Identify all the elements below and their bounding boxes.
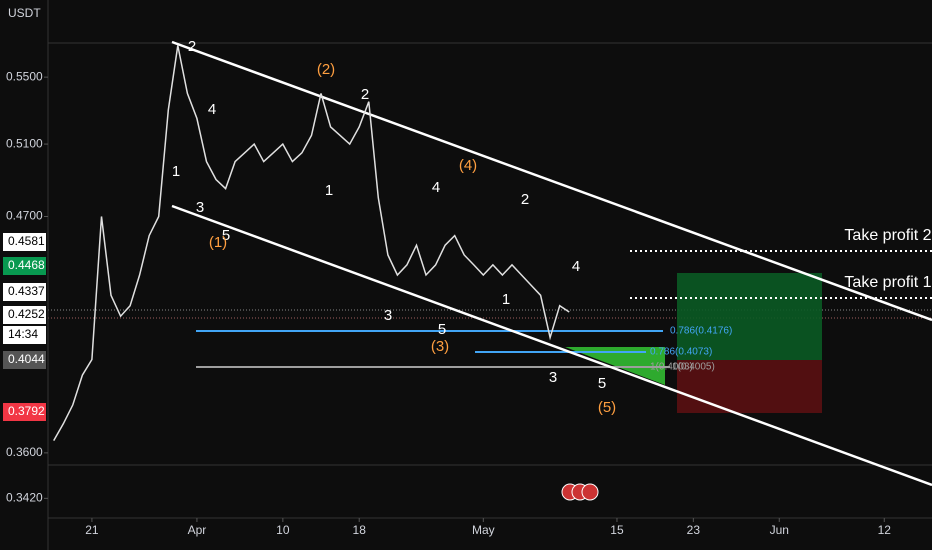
y-tick-label: 0.4700 [6,209,43,223]
annotation: (1) [209,234,227,251]
annotation: 2 [188,38,196,55]
event-icons[interactable] [561,483,599,501]
y-tick-label: 0.3420 [6,491,43,505]
annotation: 5 [222,227,230,244]
annotation: 2 [521,191,529,208]
price-line [53,45,570,441]
price-label-bg [3,257,46,275]
unit-label: USDT [8,6,41,20]
annotation: (2) [317,61,335,78]
y-tick-label: 0.5500 [6,69,43,83]
x-tick-label: 18 [353,523,367,537]
annotation: 3 [384,307,392,324]
annotation: 1 [172,163,180,180]
annotation: (4) [459,157,477,174]
x-tick-label: Apr [188,523,207,537]
annotation: 1(0.4005) [672,362,715,373]
price-label-bg [3,351,46,369]
annotation: 0.786(0.4073) [650,347,712,358]
event-icon[interactable] [581,483,599,501]
annotation: (3) [431,338,449,355]
annotation: 5 [438,321,446,338]
price-label-bg [3,283,46,301]
annotation: 1(0.4003) [650,362,693,373]
price-label: 0.4044 [8,352,45,366]
price-label: 0.4581 [8,234,45,248]
x-tick-label: Jun [770,523,789,537]
price-label: 0.4337 [8,284,45,298]
x-tick-label: 12 [878,523,892,537]
price-label: 0.4468 [8,258,45,272]
price-label-bg [3,403,46,421]
x-tick-label: May [472,523,495,537]
annotation: 1 [325,182,333,199]
x-tick-label: 10 [276,523,290,537]
loss-zone [677,360,822,413]
price-label: 0.3792 [8,404,45,418]
x-tick-label: 21 [85,523,99,537]
annotation: 0.786(0.4176) [670,326,732,337]
annotation: Take profit 2 [844,227,931,244]
y-tick-label: 0.3600 [6,445,43,459]
price-label-bg [3,326,46,344]
price-label: 0.4252 [8,307,45,321]
channel-bottom [171,204,932,487]
price-label: 14:34 [8,327,38,341]
price-label-bg [3,306,46,324]
annotation: 4 [572,258,580,275]
annotation: 3 [549,369,557,386]
y-tick-label: 0.5100 [6,136,43,150]
price-label-bg [3,233,46,251]
annotation: 5 [598,375,606,392]
annotation: 1 [502,291,510,308]
annotation: 4 [432,179,440,196]
annotation: 2 [361,86,369,103]
profit-zone [677,273,822,360]
annotation: Take profit 1 [844,274,931,291]
x-tick-label: 23 [687,523,701,537]
annotation: (5) [598,399,616,416]
annotation: 3 [196,199,204,216]
annotation: 4 [208,101,216,118]
x-tick-label: 15 [610,523,624,537]
channel-top [171,40,932,322]
